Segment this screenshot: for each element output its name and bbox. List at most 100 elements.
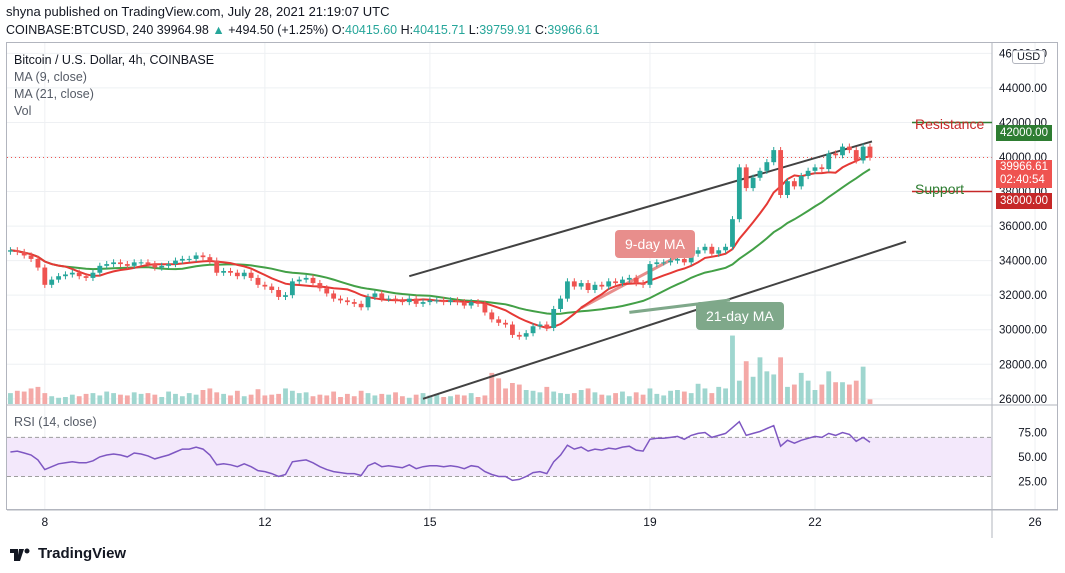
candle-body [785, 181, 790, 195]
candle-body [853, 150, 859, 161]
volume-bar [530, 390, 536, 404]
low-label: L: [468, 23, 480, 37]
close-label: C: [534, 23, 548, 37]
open-label: O: [331, 23, 345, 37]
tradingview-logo[interactable]: TradingView [10, 545, 126, 562]
price-tick-label: 26000.00 [999, 394, 1047, 406]
price-tick-label: 32000.00 [999, 290, 1047, 302]
candle-body [372, 293, 378, 297]
candle-body [289, 281, 295, 296]
candle-body [791, 181, 797, 187]
candle-body [681, 258, 687, 263]
candle-body [716, 250, 722, 254]
resistance-label: Resistance [915, 116, 985, 132]
volume-bar [186, 393, 192, 404]
tradingview-brand: TradingView [38, 545, 127, 562]
legend-ma9[interactable]: MA (9, close) [14, 70, 87, 84]
volume-bar [97, 395, 103, 404]
candle-body [338, 298, 343, 301]
volume-bar [468, 393, 474, 404]
candle-body [262, 284, 268, 287]
volume-bar [599, 394, 605, 404]
current-price-value: 39966.61 [1000, 161, 1048, 173]
symbol-label[interactable]: COINBASE:BTCUSD, 240 [6, 23, 154, 37]
currency-badge[interactable]: USD [1012, 50, 1046, 64]
time-tick-label: 15 [423, 515, 437, 529]
volume-bar [688, 393, 694, 404]
candle-body [771, 150, 777, 163]
volume-bar [537, 392, 543, 404]
rsi-band [7, 437, 992, 477]
volume-bar [613, 393, 618, 404]
legend-ma21[interactable]: MA (21, close) [14, 87, 94, 101]
volume-bar [145, 393, 151, 404]
candle-body [606, 281, 612, 287]
candle-body [461, 302, 467, 306]
candle-body [688, 253, 694, 263]
candle-body [840, 146, 845, 156]
volume-bar [76, 396, 82, 404]
volume-bar [296, 393, 302, 404]
candle-body [420, 302, 426, 304]
candle-body [111, 262, 116, 265]
volume-bar [702, 388, 708, 404]
volume-bar [441, 397, 447, 404]
candle-body [104, 264, 110, 266]
volume-bar [35, 386, 41, 404]
volume-bar [379, 393, 385, 404]
volume-bar [647, 388, 653, 404]
volume-bar [310, 396, 316, 404]
volume-bar [826, 371, 832, 404]
high-label: H: [400, 23, 414, 37]
volume-bar [42, 393, 48, 404]
volume-bar [723, 388, 729, 404]
channel-lower-line [422, 240, 907, 400]
legend-rsi[interactable]: RSI (14, close) [14, 415, 97, 429]
volume-bar [49, 396, 55, 404]
legend-vol[interactable]: Vol [14, 104, 32, 118]
candle-body [255, 277, 261, 285]
candle-body [867, 146, 873, 158]
volume-bar [716, 386, 722, 404]
volume-bar [324, 395, 330, 404]
candle-body [344, 300, 350, 303]
candle-body [145, 262, 151, 265]
publish-text: shyna published on TradingView.com, July… [6, 4, 390, 19]
price-tick-label: 44000.00 [999, 83, 1047, 95]
volume-bar [633, 392, 639, 404]
candle-body [207, 257, 213, 261]
volume-bar [90, 393, 96, 404]
volume-bar [668, 390, 673, 404]
volume-bar [166, 391, 172, 404]
candle-body [406, 298, 412, 303]
volume-bar [69, 394, 75, 404]
volume-bar [592, 392, 598, 404]
volume-bar [578, 390, 584, 404]
volume-bar [448, 396, 453, 404]
candle-body [365, 296, 371, 308]
candle-body [523, 333, 529, 337]
candle-body [276, 290, 282, 297]
publish-info: shyna published on TradingView.com, July… [6, 4, 390, 20]
volume-bar [138, 393, 144, 404]
candle-body [860, 146, 866, 161]
volume-bar [455, 394, 460, 404]
candle-body [303, 277, 309, 280]
price-tick-label: 28000.00 [999, 359, 1047, 371]
candle-body [97, 265, 103, 273]
up-triangle-icon: ▲ [212, 23, 225, 37]
candle-body [558, 298, 563, 309]
candle-body [675, 258, 680, 261]
volume-bar [805, 380, 811, 404]
volume-bar [262, 395, 268, 404]
support-label: Support [915, 181, 965, 197]
candle-body [743, 167, 749, 189]
candle-body [516, 334, 522, 337]
volume-bar [63, 397, 68, 404]
volume-bar [798, 372, 804, 404]
volume-bar [571, 393, 577, 404]
volume-bar [736, 380, 742, 404]
time-tick-label: 19 [643, 515, 657, 529]
candle-body [179, 258, 185, 261]
